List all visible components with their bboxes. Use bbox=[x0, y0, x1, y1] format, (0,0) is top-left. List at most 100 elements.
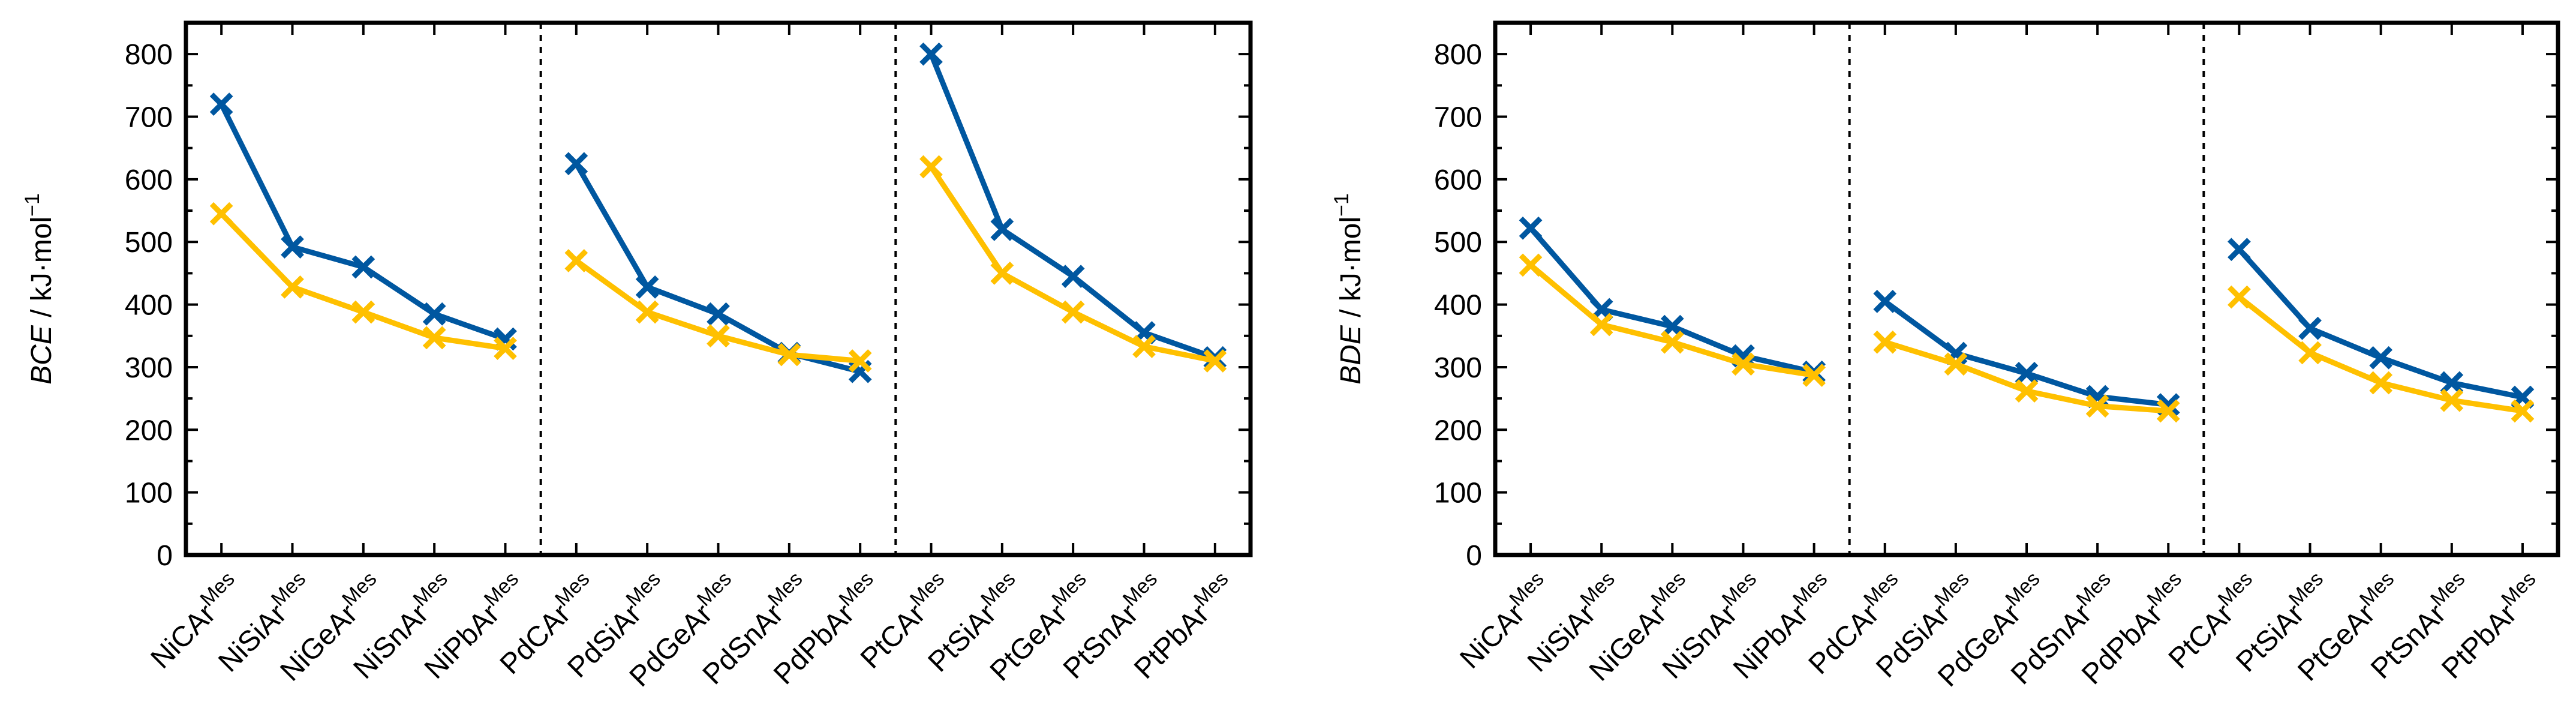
category-base: NiGeAr bbox=[274, 598, 363, 688]
data-point-blue bbox=[1519, 216, 1543, 240]
data-point-blue bbox=[2228, 238, 2251, 262]
category-base: PdPbAr bbox=[2076, 598, 2168, 691]
series-blue bbox=[1519, 216, 2535, 416]
data-point-blue bbox=[281, 235, 304, 259]
data-point-yellow bbox=[351, 300, 375, 324]
y-tick-label: 200 bbox=[125, 415, 173, 446]
data-point-yellow bbox=[2440, 388, 2464, 412]
y-tick-label: 0 bbox=[1466, 540, 1482, 572]
series-line-yellow bbox=[928, 165, 1216, 364]
category-base: PtPbAr bbox=[1128, 598, 1215, 685]
data-point-yellow bbox=[494, 337, 517, 360]
y-tick-label: 400 bbox=[125, 290, 173, 322]
data-point-yellow bbox=[422, 326, 446, 350]
data-point-blue bbox=[564, 152, 588, 176]
data-point-blue bbox=[919, 42, 943, 66]
data-point-yellow bbox=[2369, 371, 2393, 395]
data-point-yellow bbox=[209, 202, 233, 226]
data-point-yellow bbox=[990, 262, 1014, 285]
data-point-yellow bbox=[281, 275, 304, 299]
data-point-blue bbox=[707, 302, 730, 326]
series-yellow bbox=[209, 155, 1227, 373]
data-point-blue bbox=[2369, 346, 2393, 370]
data-point-yellow bbox=[848, 349, 872, 373]
data-point-yellow bbox=[1660, 330, 1684, 354]
category-base: NiSnAr bbox=[1657, 598, 1744, 685]
series-yellow bbox=[1519, 253, 2535, 423]
category-base: NiSnAr bbox=[348, 598, 435, 685]
data-point-blue bbox=[2015, 362, 2039, 385]
data-point-yellow bbox=[2298, 341, 2322, 365]
plot-frame bbox=[184, 20, 1253, 557]
y-axis-title-quantity: BCE bbox=[26, 325, 58, 385]
data-point-yellow bbox=[2228, 285, 2251, 309]
y-tick-label: 100 bbox=[1434, 478, 1482, 509]
y-tick-label: 800 bbox=[125, 39, 173, 71]
data-point-blue bbox=[209, 92, 233, 116]
plot-frame bbox=[1493, 20, 2560, 557]
y-tick-label: 800 bbox=[1434, 39, 1482, 71]
category-base: PtPbAr bbox=[2436, 598, 2523, 685]
category-base: NiPbAr bbox=[419, 598, 506, 685]
y-axis-title-unit: / kJ·mol bbox=[26, 217, 58, 325]
series-line-yellow bbox=[219, 212, 506, 352]
data-point-yellow bbox=[1132, 335, 1156, 358]
y-axis-title-exponent: −1 bbox=[21, 193, 44, 217]
bde-chart: 0100200300400500600700800NiCArMesNiSiArM… bbox=[1330, 20, 2560, 693]
data-point-yellow bbox=[919, 155, 943, 179]
y-tick-label: 500 bbox=[125, 227, 173, 259]
data-point-yellow bbox=[1873, 330, 1897, 354]
y-tick-label: 200 bbox=[1434, 415, 1482, 446]
category-base: PdPbAr bbox=[768, 598, 860, 691]
category-base: PtGeAr bbox=[2292, 598, 2381, 688]
data-point-blue bbox=[2298, 316, 2322, 340]
data-point-yellow bbox=[1519, 253, 1543, 277]
data-point-blue bbox=[351, 255, 375, 279]
series-blue bbox=[209, 42, 1227, 383]
series-line-blue bbox=[219, 103, 506, 342]
data-point-blue bbox=[422, 302, 446, 326]
y-axis-title-exponent: −1 bbox=[1330, 193, 1353, 217]
y-tick-label: 700 bbox=[1434, 102, 1482, 134]
y-tick-label: 600 bbox=[125, 164, 173, 196]
y-axis-title: BDE / kJ·mol−1 bbox=[1330, 193, 1367, 385]
y-axis-title: BCE / kJ·mol−1 bbox=[21, 193, 58, 385]
category-base: NiGeAr bbox=[1583, 598, 1673, 688]
category-base: PdCAr bbox=[494, 598, 576, 680]
data-point-yellow bbox=[1589, 313, 1613, 337]
y-tick-label: 0 bbox=[157, 540, 173, 572]
category-base: NiPbAr bbox=[1727, 598, 1814, 685]
data-point-blue bbox=[1873, 290, 1897, 313]
data-point-yellow bbox=[1732, 352, 1755, 376]
category-base: PdCAr bbox=[1803, 598, 1885, 680]
y-tick-label: 100 bbox=[125, 478, 173, 509]
data-point-yellow bbox=[1802, 364, 1826, 387]
series-line-blue bbox=[573, 162, 861, 374]
y-tick-label: 300 bbox=[1434, 352, 1482, 384]
category-base: PtGeAr bbox=[984, 598, 1074, 688]
data-point-blue bbox=[1660, 314, 1684, 338]
y-tick-label: 400 bbox=[1434, 290, 1482, 322]
data-point-blue bbox=[2440, 371, 2464, 395]
data-point-yellow bbox=[777, 343, 801, 367]
category-base: PtSnAr bbox=[2365, 598, 2452, 685]
series-line-yellow bbox=[1529, 263, 1815, 378]
data-point-yellow bbox=[564, 249, 588, 272]
data-point-blue bbox=[990, 218, 1014, 241]
y-tick-label: 300 bbox=[125, 352, 173, 384]
data-point-yellow bbox=[1061, 300, 1085, 324]
data-point-yellow bbox=[1944, 352, 1968, 376]
y-axis-title-unit: / kJ·mol bbox=[1335, 217, 1367, 325]
data-point-yellow bbox=[2511, 399, 2535, 423]
data-point-yellow bbox=[635, 300, 659, 324]
data-point-blue bbox=[635, 275, 659, 299]
bce-chart: 0100200300400500600700800NiCArMesNiSiArM… bbox=[21, 20, 1253, 693]
y-axis-title-quantity: BDE bbox=[1335, 325, 1367, 385]
data-point-yellow bbox=[1203, 349, 1227, 373]
data-point-yellow bbox=[2085, 394, 2109, 418]
category-base: PtSnAr bbox=[1057, 598, 1144, 685]
data-point-blue bbox=[1061, 265, 1085, 288]
data-point-yellow bbox=[2015, 379, 2039, 403]
y-tick-label: 600 bbox=[1434, 164, 1482, 196]
